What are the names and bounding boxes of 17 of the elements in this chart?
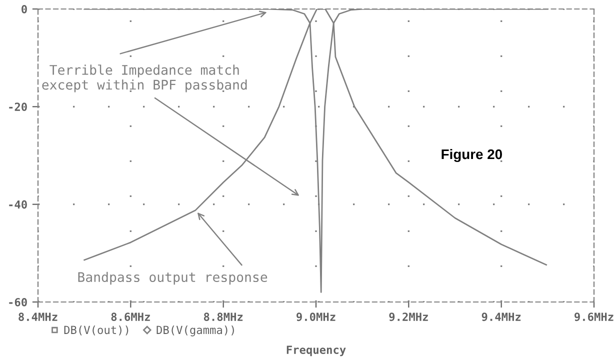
x-tick-label: 9.0MHz	[296, 312, 336, 322]
legend-label: DB(V(gamma))	[156, 326, 234, 336]
y-tick-label: -40	[9, 200, 27, 209]
y-tick-label: -20	[9, 102, 27, 112]
annotation: Terrible Impedance match except within BPF passband	[42, 64, 247, 92]
legend-label: DB(V(out))	[64, 326, 128, 336]
x-tick-label: 9.6MHz	[574, 312, 614, 322]
annotation: Bandpass output response	[78, 272, 268, 285]
x-tick-label: 8.4MHz	[18, 312, 58, 322]
y-tick-label: -60	[9, 298, 27, 306]
x-tick-label: 8.6MHz	[111, 312, 150, 322]
x-tick-label: 8.8MHz	[204, 312, 243, 322]
x-tick-label: 9.4MHz	[482, 312, 521, 322]
x-axis-title: Frequency	[286, 346, 346, 356]
y-tick-label: 0	[22, 4, 27, 14]
annotation: Figure 20	[442, 148, 502, 162]
x-tick-label: 9.2MHz	[389, 312, 428, 322]
